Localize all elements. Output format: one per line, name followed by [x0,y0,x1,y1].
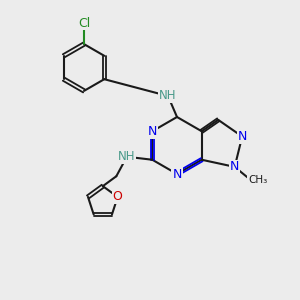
Text: N: N [230,160,239,173]
Text: Cl: Cl [78,16,90,30]
Text: N: N [172,167,182,181]
Text: NH: NH [159,89,177,103]
Text: N: N [148,125,157,138]
Text: O: O [113,190,123,203]
Text: CH₃: CH₃ [248,176,267,185]
Text: NH: NH [118,150,136,163]
Text: N: N [238,130,247,143]
